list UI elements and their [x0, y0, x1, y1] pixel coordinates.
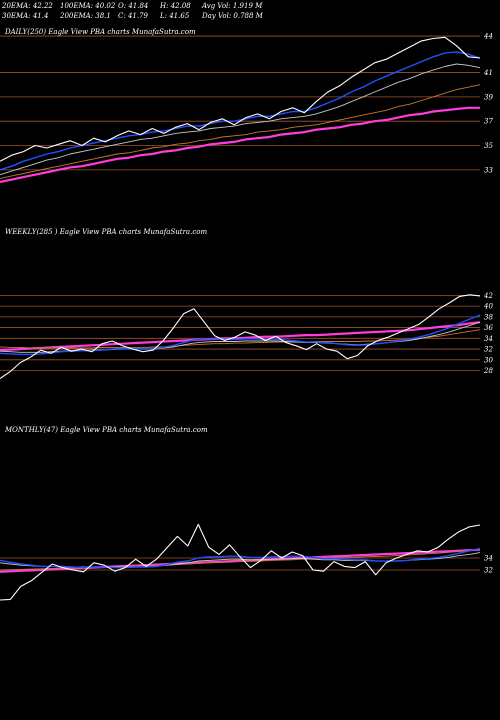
weekly-ytick-label: 32	[484, 346, 493, 354]
daily-chart-title: DAILY(250) Eagle View PBA charts MunafaS…	[4, 28, 196, 36]
header-ema200: 200EMA: 38.1	[59, 12, 111, 20]
header-close: C: 41.79	[118, 12, 149, 20]
daily-ytick-label: 44	[483, 33, 493, 41]
weekly-ytick-label: 36	[484, 324, 493, 332]
daily-price-line	[0, 36, 481, 162]
monthly-price-line	[0, 523, 481, 601]
daily-ema100-line	[0, 84, 481, 179]
daily-ema30-line	[0, 63, 481, 176]
weekly-chart-title: WEEKLY(285 ) Eagle View PBA charts Munaf…	[5, 228, 207, 236]
header-open: O: 41.84	[118, 2, 148, 10]
weekly-ema200-line	[0, 321, 481, 352]
daily-ytick-label: 35	[484, 142, 493, 150]
weekly-ytick-label: 42	[483, 292, 493, 300]
weekly-chart-panel: WEEKLY(285 ) Eagle View PBA charts Munaf…	[0, 228, 493, 380]
weekly-price-line	[0, 294, 481, 380]
daily-ema20-line	[0, 51, 481, 171]
daily-ytick-label: 39	[484, 93, 493, 101]
header-high: H: 42.08	[159, 2, 191, 10]
weekly-ytick-label: 34	[484, 335, 493, 343]
header-day-vol: Day Vol: 0.788 M	[201, 12, 264, 20]
daily-ytick-label: 37	[484, 118, 493, 126]
header-avg-vol: Avg Vol: 1.919 M	[201, 2, 263, 10]
monthly-ytick-label: 34	[484, 555, 493, 563]
header-low: L: 41.65	[159, 12, 190, 20]
daily-ytick-label: 41	[483, 69, 493, 77]
indicator-header: 20EMA: 42.22 100EMA: 40.02 O: 41.84 H: 4…	[1, 2, 264, 20]
weekly-ytick-label: 38	[484, 313, 493, 321]
daily-ema200-line	[0, 106, 480, 184]
weekly-ema20-line	[0, 314, 481, 356]
daily-ytick-label: 33	[484, 166, 493, 174]
header-ema100: 100EMA: 40.02	[60, 2, 116, 10]
header-ema30: 30EMA: 41.4	[2, 12, 48, 20]
weekly-ytick-label: 40	[483, 303, 493, 311]
monthly-chart-panel: MONTHLY(47) Eagle View PBA charts Munafa…	[0, 426, 493, 601]
daily-chart-panel: DAILY(250) Eagle View PBA charts MunafaS…	[0, 28, 493, 184]
header-ema20: 20EMA: 42.22	[1, 2, 53, 10]
weekly-ema100-line	[0, 329, 481, 349]
weekly-ytick-label: 28	[483, 367, 493, 375]
weekly-ytick-label: 30	[484, 356, 493, 364]
monthly-chart-title: MONTHLY(47) Eagle View PBA charts Munafa…	[4, 426, 208, 434]
monthly-ytick-label: 32	[484, 567, 493, 575]
